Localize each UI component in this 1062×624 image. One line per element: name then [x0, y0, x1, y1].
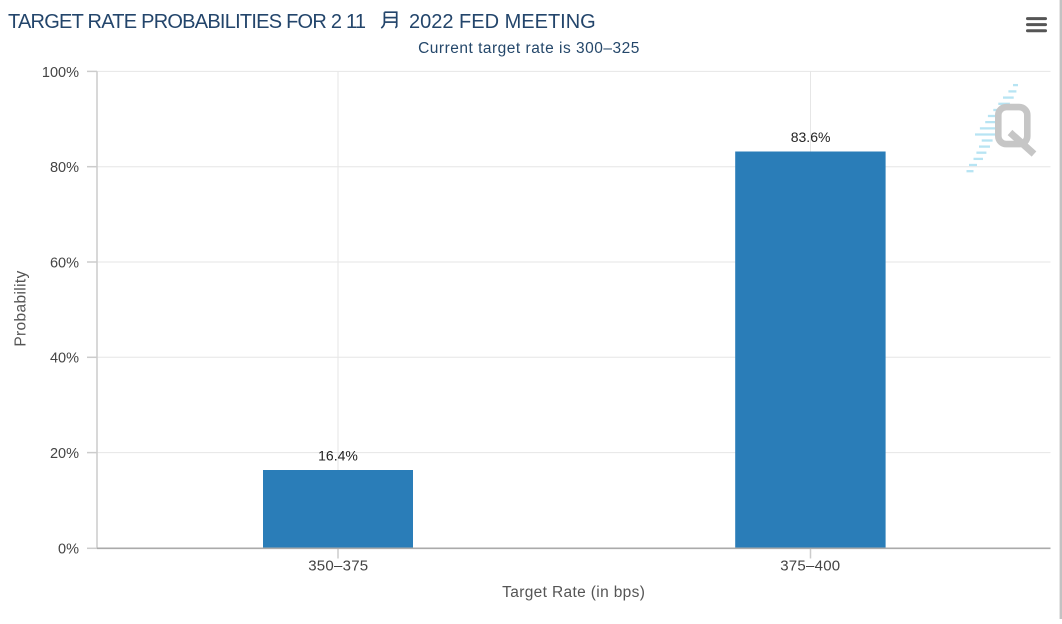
svg-text:100%: 100% — [42, 65, 79, 81]
svg-text:TARGET RATE PROBABILITIES FOR: TARGET RATE PROBABILITIES FOR 2 11 — [8, 11, 366, 33]
svg-text:20%: 20% — [50, 446, 79, 462]
svg-text:375–400: 375–400 — [780, 558, 840, 575]
svg-text:80%: 80% — [50, 160, 79, 176]
svg-text:Current target rate is 300–325: Current target rate is 300–325 — [418, 40, 640, 57]
svg-text:83.6%: 83.6% — [791, 129, 831, 145]
svg-text:0%: 0% — [58, 541, 79, 557]
svg-text:Target Rate (in bps): Target Rate (in bps) — [502, 584, 645, 601]
svg-text:350–375: 350–375 — [308, 558, 368, 575]
svg-text:16.4%: 16.4% — [318, 447, 358, 463]
svg-text:40%: 40% — [50, 351, 79, 367]
svg-text:Probability: Probability — [13, 270, 30, 346]
svg-text:2022 FED MEETING: 2022 FED MEETING — [409, 11, 596, 33]
svg-text:60%: 60% — [50, 255, 79, 271]
